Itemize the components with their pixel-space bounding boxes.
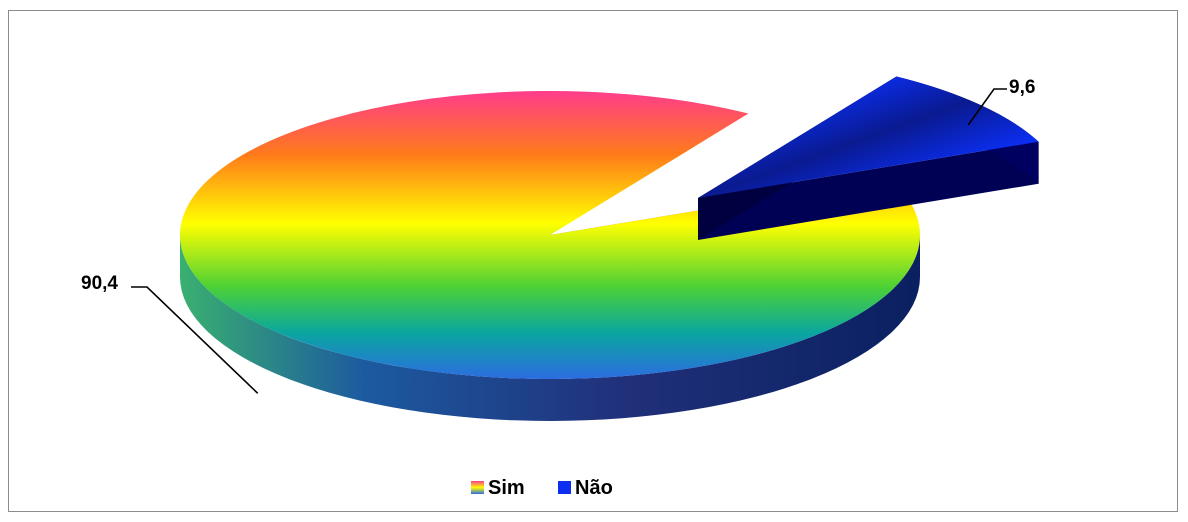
pie-chart: 90,4 9,6 Sim Não	[81, 76, 1039, 499]
leader-line-n-o	[967, 88, 1007, 126]
slice-top-n-o	[698, 76, 1039, 198]
data-label-n-o: 9,6	[1009, 77, 1035, 98]
chart-frame: 90,4 9,6 Sim Não	[8, 10, 1178, 512]
legend-label-n-o: Não	[575, 477, 613, 499]
legend-swatch-n-o	[558, 481, 571, 494]
legend: Sim Não	[471, 477, 613, 499]
slice-cut-face-n-o	[698, 141, 1039, 240]
slice-side-sim	[180, 235, 920, 421]
legend-label-sim: Sim	[488, 477, 525, 499]
legend-swatch-sim	[471, 481, 484, 494]
leader-line-sim	[131, 286, 259, 394]
slice-top-sim	[180, 91, 921, 380]
data-label-sim: 90,4	[81, 273, 118, 294]
slice-n-o	[698, 76, 1039, 240]
